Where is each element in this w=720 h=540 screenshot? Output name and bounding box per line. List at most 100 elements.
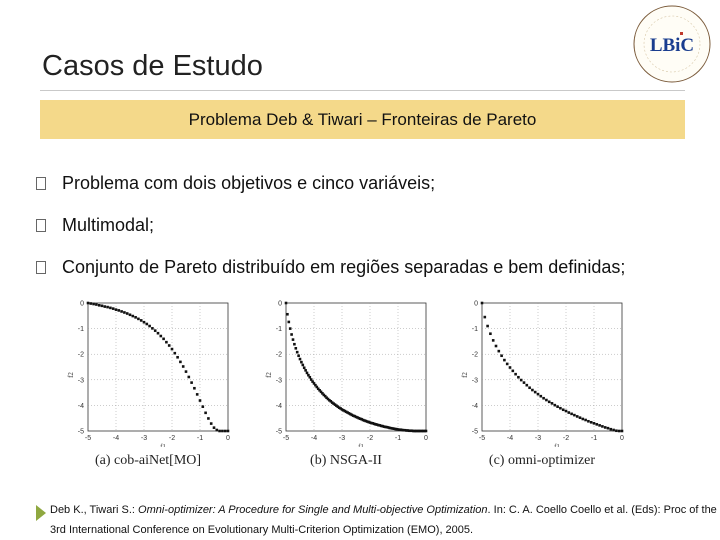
- data-point: [360, 417, 363, 421]
- data-point: [514, 372, 517, 376]
- lbic-logo: LBiC: [633, 5, 711, 83]
- data-point: [354, 415, 358, 419]
- y-tick-label: -1: [472, 326, 478, 333]
- data-point: [503, 358, 506, 362]
- x-axis-label: f1: [554, 443, 560, 447]
- x-tick-label: -2: [367, 435, 373, 442]
- data-point: [386, 426, 390, 429]
- data-point: [420, 429, 424, 433]
- data-point: [286, 312, 289, 316]
- bullet-item: Problema com dois objetivos e cinco vari…: [36, 162, 706, 204]
- data-point: [393, 427, 397, 431]
- x-tick-label: -1: [197, 435, 203, 442]
- data-point: [167, 344, 171, 347]
- data-point: [328, 398, 331, 402]
- data-point: [300, 360, 303, 364]
- data-point: [304, 369, 307, 372]
- y-tick-label: -5: [276, 429, 282, 436]
- data-point: [399, 428, 403, 432]
- data-point: [381, 424, 384, 428]
- data-point: [298, 357, 302, 361]
- data-point: [326, 397, 330, 401]
- data-point: [587, 419, 590, 423]
- y-tick-label: 0: [80, 301, 84, 308]
- data-point: [125, 312, 129, 315]
- y-tick-label: -4: [276, 403, 282, 410]
- data-point: [522, 381, 526, 384]
- data-point: [305, 371, 309, 375]
- bullet-list: Problema com dois objetivos e cinco vari…: [36, 162, 706, 288]
- data-point: [400, 428, 404, 432]
- y-tick-label: 0: [474, 301, 478, 308]
- data-point: [209, 422, 213, 425]
- data-point: [392, 427, 396, 430]
- pareto-figures: -5 -4 -3 -2 -1 0 0 -1 -2 -3 -4 -5 f1 f2 -5 -4 -3 -2 -1 0 0-…: [58, 297, 658, 477]
- data-point: [603, 426, 607, 429]
- y-axis-label: f2: [265, 372, 273, 378]
- data-point: [371, 422, 375, 425]
- data-point: [573, 413, 576, 417]
- data-point: [145, 322, 149, 326]
- data-point: [559, 406, 562, 410]
- x-tick-label: 0: [424, 435, 428, 442]
- bullet-icon: [36, 218, 46, 232]
- y-axis-label: f2: [67, 372, 75, 378]
- section-banner: Problema Deb & Tiwari – Fronteiras de Pa…: [40, 100, 685, 139]
- data-point: [533, 390, 537, 394]
- data-point: [201, 405, 205, 408]
- data-point: [319, 390, 323, 394]
- data-point: [173, 351, 177, 355]
- y-tick-label: -3: [78, 377, 84, 384]
- data-point: [382, 425, 386, 428]
- reference-arrow-icon: [36, 505, 46, 521]
- data-point: [519, 378, 523, 382]
- data-point: [343, 409, 347, 413]
- data-point: [542, 396, 545, 400]
- data-point: [409, 429, 412, 433]
- data-point: [414, 429, 418, 433]
- data-point: [609, 427, 613, 431]
- data-point: [525, 383, 529, 387]
- data-point: [221, 429, 224, 433]
- data-point: [416, 429, 419, 433]
- data-point: [417, 429, 421, 433]
- data-point: [92, 302, 95, 306]
- data-point: [316, 387, 320, 391]
- data-point: [207, 417, 210, 420]
- data-point: [336, 405, 340, 408]
- reference-citation: Deb K., Tiwari S.: Omni-optimizer: A Pro…: [50, 500, 720, 540]
- data-point: [114, 308, 118, 311]
- data-point: [511, 369, 515, 373]
- data-point: [333, 403, 337, 406]
- data-point: [309, 378, 313, 381]
- x-tick-label: -1: [395, 435, 401, 442]
- plot-frame: [481, 302, 623, 432]
- data-point: [120, 310, 123, 313]
- y-tick-label: -2: [78, 352, 84, 359]
- logo-ring: [633, 5, 711, 83]
- data-point: [307, 373, 310, 377]
- plot-caption-c: (c) omni-optimizer: [488, 453, 596, 468]
- data-point: [377, 423, 380, 427]
- y-tick-label: -1: [276, 326, 282, 333]
- data-point: [389, 426, 393, 430]
- data-point: [301, 363, 305, 367]
- data-point: [424, 429, 428, 433]
- data-point: [198, 399, 202, 402]
- data-point: [517, 375, 520, 379]
- x-tick-label: -3: [339, 435, 345, 442]
- data-point: [612, 428, 615, 432]
- reference-details: . In: C. A. Coello Coello et al. (Eds): …: [50, 504, 717, 536]
- data-point: [212, 426, 216, 429]
- logo-dot: [680, 32, 683, 35]
- data-point: [494, 344, 498, 348]
- data-point: [398, 428, 401, 432]
- y-tick-label: -1: [78, 326, 84, 333]
- data-point: [315, 385, 319, 389]
- data-point: [346, 411, 349, 414]
- x-tick-label: 0: [226, 435, 230, 442]
- pareto-plot-c: -5 -4 -3 -2 -1 0 0 -1 -2 -3 -4 -5 f1 f2: [461, 301, 624, 448]
- data-point: [412, 429, 415, 433]
- pareto-plot-a: -5 -4 -3 -2 -1 0 0 -1 -2 -3 -4 -5 f1 f2: [67, 301, 230, 448]
- data-point: [318, 388, 321, 392]
